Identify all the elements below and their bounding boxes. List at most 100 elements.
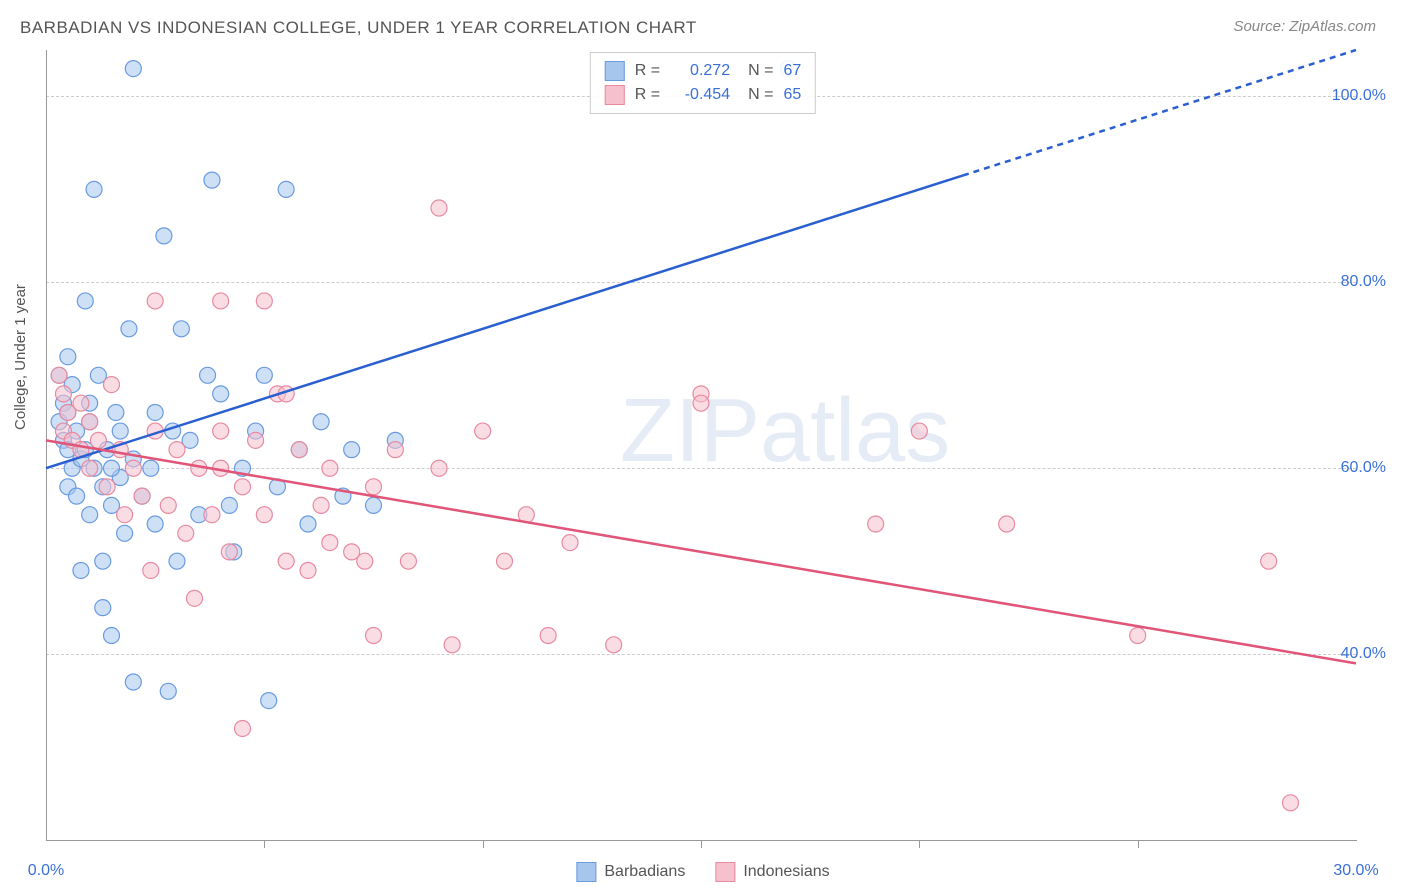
data-point xyxy=(51,367,67,383)
data-point xyxy=(117,507,133,523)
legend-item-barbadians: Barbadians xyxy=(576,862,685,882)
chart-title: BARBADIAN VS INDONESIAN COLLEGE, UNDER 1… xyxy=(20,18,697,38)
series-name-barbadians: Barbadians xyxy=(604,863,685,881)
data-point xyxy=(200,367,216,383)
data-point xyxy=(60,349,76,365)
data-point xyxy=(169,553,185,569)
data-point xyxy=(261,693,277,709)
legend-row-barbadians: R = 0.272 N = 67 xyxy=(605,59,801,83)
data-point xyxy=(313,497,329,513)
data-point xyxy=(431,200,447,216)
data-point xyxy=(82,414,98,430)
data-point xyxy=(248,432,264,448)
data-point xyxy=(178,525,194,541)
data-point xyxy=(112,423,128,439)
data-point xyxy=(999,516,1015,532)
r-value-indonesians: -0.454 xyxy=(670,86,730,104)
regression-line xyxy=(46,440,1356,663)
series-name-indonesians: Indonesians xyxy=(743,863,829,881)
data-point xyxy=(213,423,229,439)
data-point xyxy=(125,61,141,77)
data-point xyxy=(186,590,202,606)
data-point xyxy=(497,553,513,569)
data-point xyxy=(147,404,163,420)
data-point xyxy=(173,321,189,337)
data-point xyxy=(104,377,120,393)
data-point xyxy=(117,525,133,541)
data-point xyxy=(95,553,111,569)
series-legend: Barbadians Indonesians xyxy=(576,862,829,882)
data-point xyxy=(156,228,172,244)
data-point xyxy=(82,507,98,523)
data-point xyxy=(431,460,447,476)
correlation-legend: R = 0.272 N = 67 R = -0.454 N = 65 xyxy=(590,52,816,114)
data-point xyxy=(213,386,229,402)
data-point xyxy=(86,181,102,197)
data-point xyxy=(562,535,578,551)
data-point xyxy=(104,628,120,644)
data-point xyxy=(357,553,373,569)
data-point xyxy=(911,423,927,439)
scatter-plot xyxy=(46,50,1356,840)
data-point xyxy=(322,535,338,551)
x-tick-label: 0.0% xyxy=(28,862,64,880)
data-point xyxy=(868,516,884,532)
legend-n-label: N = xyxy=(748,86,773,104)
r-value-barbadians: 0.272 xyxy=(670,62,730,80)
data-point xyxy=(366,628,382,644)
data-point xyxy=(256,367,272,383)
chart-container: BARBADIAN VS INDONESIAN COLLEGE, UNDER 1… xyxy=(0,0,1406,892)
data-point xyxy=(73,562,89,578)
swatch-indonesians xyxy=(605,85,625,105)
source-label: Source: ZipAtlas.com xyxy=(1233,18,1376,35)
data-point xyxy=(95,600,111,616)
legend-r-label: R = xyxy=(635,86,660,104)
swatch-barbadians xyxy=(605,61,625,81)
data-point xyxy=(387,442,403,458)
data-point xyxy=(204,507,220,523)
data-point xyxy=(143,460,159,476)
legend-n-label: N = xyxy=(748,62,773,80)
data-point xyxy=(169,442,185,458)
legend-item-indonesians: Indonesians xyxy=(715,862,829,882)
data-point xyxy=(475,423,491,439)
swatch-barbadians-bottom xyxy=(576,862,596,882)
data-point xyxy=(1130,628,1146,644)
regression-line-dashed xyxy=(963,50,1356,175)
data-point xyxy=(221,544,237,560)
data-point xyxy=(160,497,176,513)
legend-row-indonesians: R = -0.454 N = 65 xyxy=(605,83,801,107)
data-point xyxy=(213,293,229,309)
data-point xyxy=(693,395,709,411)
data-point xyxy=(256,507,272,523)
data-point xyxy=(147,516,163,532)
data-point xyxy=(160,683,176,699)
data-point xyxy=(82,460,98,476)
data-point xyxy=(256,293,272,309)
data-point xyxy=(121,321,137,337)
data-point xyxy=(278,181,294,197)
data-point xyxy=(125,674,141,690)
data-point xyxy=(134,488,150,504)
data-point xyxy=(204,172,220,188)
data-point xyxy=(73,395,89,411)
data-point xyxy=(400,553,416,569)
x-tick-label: 30.0% xyxy=(1333,862,1378,880)
data-point xyxy=(108,404,124,420)
data-point xyxy=(322,460,338,476)
data-point xyxy=(344,442,360,458)
swatch-indonesians-bottom xyxy=(715,862,735,882)
data-point xyxy=(235,479,251,495)
data-point xyxy=(90,432,106,448)
data-point xyxy=(291,442,307,458)
data-point xyxy=(606,637,622,653)
legend-r-label: R = xyxy=(635,62,660,80)
y-axis-label: College, Under 1 year xyxy=(12,284,29,430)
data-point xyxy=(366,479,382,495)
data-point xyxy=(366,497,382,513)
data-point xyxy=(300,516,316,532)
data-point xyxy=(99,479,115,495)
data-point xyxy=(143,562,159,578)
data-point xyxy=(1261,553,1277,569)
data-point xyxy=(1283,795,1299,811)
